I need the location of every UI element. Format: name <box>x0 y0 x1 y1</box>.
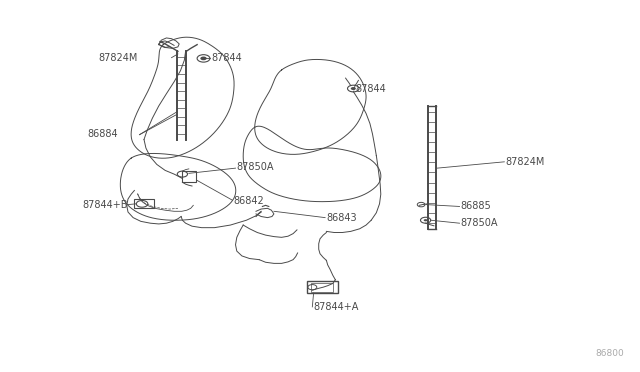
Text: 87824M: 87824M <box>98 53 138 62</box>
Text: 86885: 86885 <box>461 202 492 211</box>
Text: 87850A: 87850A <box>237 163 275 172</box>
Text: 87844+B: 87844+B <box>83 200 128 209</box>
Text: 87844: 87844 <box>211 53 242 62</box>
Circle shape <box>351 87 356 90</box>
Text: 86842: 86842 <box>234 196 264 206</box>
Text: 87850A: 87850A <box>461 218 499 228</box>
Circle shape <box>200 57 207 60</box>
Text: 87844: 87844 <box>355 84 386 94</box>
Text: 86884: 86884 <box>88 129 118 139</box>
Text: 86800: 86800 <box>595 349 624 358</box>
Text: 87824M: 87824M <box>506 157 545 167</box>
Circle shape <box>424 219 428 221</box>
Text: 87844+A: 87844+A <box>314 302 359 312</box>
Text: 86843: 86843 <box>326 213 357 222</box>
